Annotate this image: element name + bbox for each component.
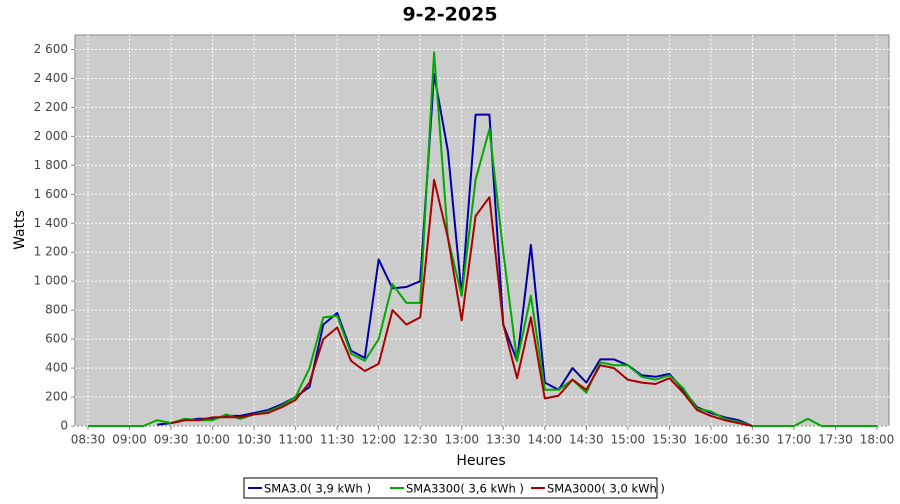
x-tick-label: 14:00: [527, 433, 562, 447]
y-tick-label: 2 200: [34, 100, 68, 114]
x-tick-label: 12:00: [361, 433, 396, 447]
y-tick-label: 1 600: [34, 187, 68, 201]
y-tick-label: 800: [45, 303, 68, 317]
y-tick-label: 0: [60, 419, 68, 433]
y-tick-label: 1 000: [34, 274, 68, 288]
legend-label: SMA3000( 3,0 kWh ): [547, 482, 665, 496]
x-tick-label: 10:30: [237, 433, 272, 447]
plot-area: [74, 34, 890, 427]
x-tick-label: 14:30: [569, 433, 604, 447]
y-tick-label: 1 400: [34, 216, 68, 230]
legend-label: SMA3300( 3,6 kWh ): [406, 482, 524, 496]
series-line: [170, 178, 753, 427]
legend-label: SMA3.0( 3,9 kWh ): [264, 482, 371, 496]
y-tick-label: 400: [45, 361, 68, 375]
series-line: [157, 73, 753, 427]
y-tick-label: 2 000: [34, 129, 68, 143]
x-tick-label: 17:00: [777, 433, 812, 447]
x-tick-label: 11:30: [320, 433, 355, 447]
x-tick-label: 15:30: [652, 433, 687, 447]
x-tick-label: 11:00: [278, 433, 313, 447]
legend: [243, 477, 658, 499]
x-tick-label: 18:00: [860, 433, 895, 447]
x-tick-label: 10:00: [195, 433, 230, 447]
y-tick-label: 1 800: [34, 158, 68, 172]
y-axis-label: Watts: [12, 210, 28, 250]
x-tick-label: 08:30: [71, 433, 106, 447]
x-tick-label: 15:00: [611, 433, 646, 447]
x-tick-label: 09:30: [154, 433, 189, 447]
chart-title: 9-2-2025: [402, 4, 497, 26]
y-tick-label: 2 400: [34, 71, 68, 85]
x-axis-label: Heures: [456, 453, 505, 469]
x-tick-label: 12:30: [403, 433, 438, 447]
x-tick-label: 13:30: [486, 433, 521, 447]
y-tick-label: 600: [45, 332, 68, 346]
x-tick-label: 16:00: [694, 433, 729, 447]
y-tick-label: 2 600: [34, 42, 68, 56]
y-tick-label: 200: [45, 390, 68, 404]
x-tick-label: 17:30: [818, 433, 853, 447]
y-tick-label: 1 200: [34, 245, 68, 259]
x-tick-label: 09:00: [112, 433, 147, 447]
x-tick-label: 16:30: [735, 433, 770, 447]
x-tick-label: 13:00: [444, 433, 479, 447]
